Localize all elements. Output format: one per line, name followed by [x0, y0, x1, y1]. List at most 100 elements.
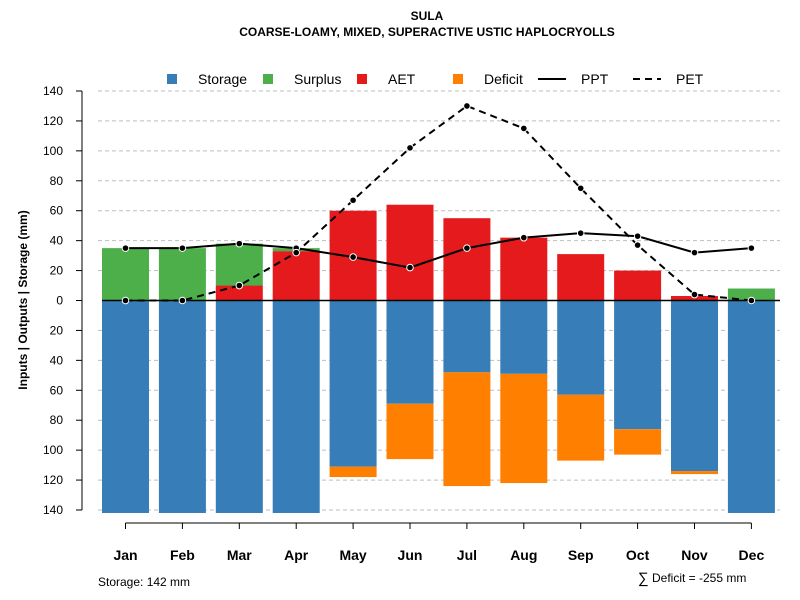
deficit-bar [386, 403, 434, 460]
deficit-bar [500, 373, 548, 484]
ppt-point [633, 232, 642, 240]
storage-bar [215, 300, 263, 513]
bars [102, 204, 775, 513]
deficit-bar [671, 471, 718, 475]
y-tick-label: 80 [50, 413, 64, 427]
grid-lines [98, 90, 780, 511]
legend-label: Deficit [484, 71, 523, 87]
x-tick-label: Jan [113, 547, 137, 563]
x-tick-label: May [339, 547, 366, 563]
deficit-bar [329, 466, 377, 478]
storage-bar [443, 300, 491, 373]
pet-point [520, 124, 528, 133]
aet-bar [614, 270, 662, 301]
pet-point [463, 102, 471, 110]
storage-bar [102, 300, 149, 513]
legend-swatch [167, 74, 177, 84]
x-tick-label: Nov [681, 547, 708, 563]
y-tick-label: 120 [43, 114, 63, 128]
y-tick-label: 100 [43, 144, 63, 158]
pet-point [121, 296, 130, 305]
series-points [121, 102, 756, 305]
y-tick-label: 120 [43, 473, 63, 487]
storage-bar [500, 300, 548, 374]
x-tick-label: Mar [227, 547, 252, 563]
ppt-point [406, 263, 414, 272]
y-tick-label: 20 [50, 323, 64, 337]
storage-bar [614, 300, 662, 430]
y-tick-label: 140 [43, 84, 63, 98]
x-tick-label: Aug [510, 547, 537, 563]
x-tick-label: Oct [626, 547, 650, 563]
pet-point [690, 290, 699, 299]
storage-bar [727, 300, 775, 513]
pet-point [349, 196, 357, 205]
legend-label: PET [676, 71, 704, 87]
aet-bar [386, 204, 434, 301]
deficit-footnote: Deficit = -255 mm [652, 571, 746, 585]
legend-label: AET [388, 71, 416, 87]
ppt-point [520, 233, 528, 242]
aet-bar [443, 218, 491, 301]
ppt-point [121, 244, 130, 252]
ppt-point [690, 248, 699, 257]
ppt-line [125, 232, 752, 269]
storage-footnote: Storage: 142 mm [98, 575, 190, 589]
ppt-point [349, 253, 357, 261]
legend-swatch [357, 74, 367, 84]
x-tick-label: Dec [739, 547, 765, 563]
storage-bar [329, 300, 377, 467]
surplus-bar [215, 243, 263, 286]
storage-bar [386, 300, 434, 404]
surplus-bar [102, 248, 149, 301]
y-tick-label: 60 [50, 383, 64, 397]
ppt-point [235, 239, 244, 248]
series-lines [125, 104, 752, 302]
pet-point [633, 241, 642, 249]
x-tick-label: Feb [170, 547, 195, 563]
surplus-bar [158, 248, 206, 301]
ppt-point [747, 244, 756, 252]
y-tick-label: 80 [50, 174, 64, 188]
y-tick-label: 40 [50, 234, 64, 248]
surplus-bar [727, 288, 775, 301]
legend-swatch [453, 74, 463, 84]
y-tick-label: 0 [56, 294, 63, 308]
pet-point [747, 296, 756, 305]
x-tick-label: Sep [568, 547, 594, 563]
y-tick-label: 100 [43, 443, 63, 457]
deficit-bar [557, 394, 605, 461]
y-tick-label: 140 [43, 503, 63, 517]
pet-point [576, 184, 585, 193]
aet-bar [272, 251, 320, 301]
x-tick-label: Apr [284, 547, 309, 563]
storage-bar [671, 300, 718, 472]
y-tick-label: 60 [50, 204, 64, 218]
pet-point [235, 281, 244, 290]
pet-point [292, 248, 301, 257]
x-tick-label: Jul [457, 547, 477, 563]
aet-bar [500, 237, 548, 301]
deficit-bar [443, 372, 491, 487]
legend-label: Surplus [294, 71, 341, 87]
y-tick-label: 20 [50, 264, 64, 278]
legend-swatch [263, 74, 273, 84]
pet-point [178, 296, 187, 305]
ppt-point [576, 229, 585, 237]
aet-bar [557, 254, 605, 301]
storage-bar [557, 300, 605, 395]
pet-point [406, 144, 414, 152]
y-axis-label: Inputs | Outputs | Storage (mm) [16, 210, 30, 389]
legend: Storage Surplus AET Deficit PPT PET [167, 71, 704, 87]
x-tick-label: Jun [398, 547, 423, 563]
storage-bar [158, 300, 206, 513]
legend-label: Storage [198, 71, 247, 87]
y-tick-label: 40 [50, 353, 64, 367]
chart-title: SULA [411, 9, 444, 23]
deficit-bar [614, 429, 662, 455]
ppt-point [178, 244, 187, 252]
ppt-point [463, 244, 471, 252]
storage-bar [272, 300, 320, 513]
chart-subtitle: COARSE-LOAMY, MIXED, SUPERACTIVE USTIC H… [239, 25, 615, 39]
